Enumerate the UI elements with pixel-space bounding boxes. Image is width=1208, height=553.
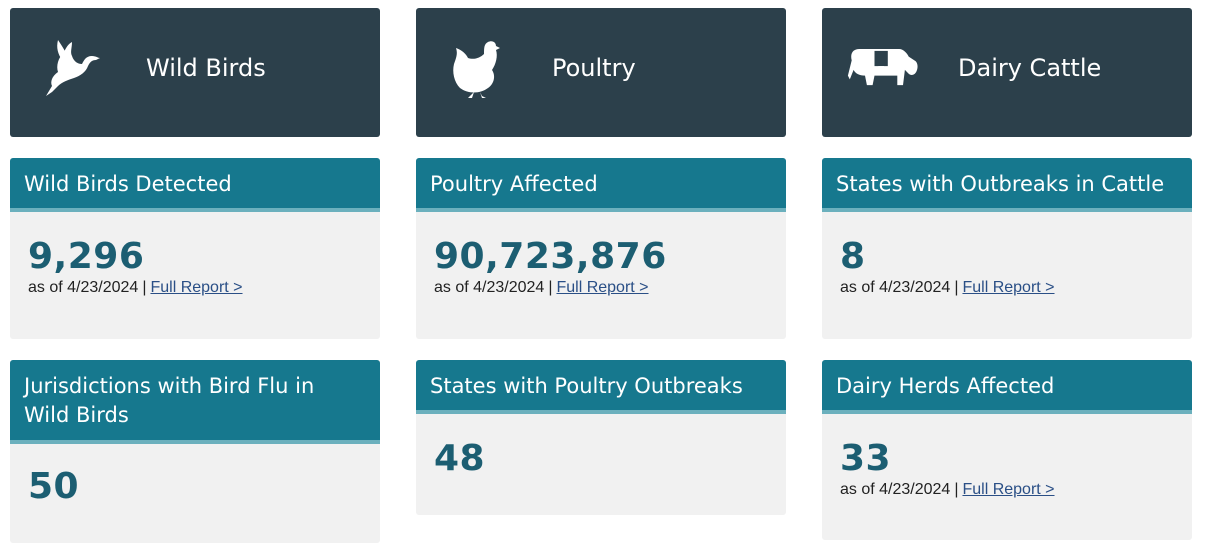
poultry-title: Poultry xyxy=(552,54,636,82)
as-of-date: as of 4/23/2024 xyxy=(840,279,951,296)
states-poultry-outbreaks-card: States with Poultry Outbreaks 48 xyxy=(416,360,786,515)
card-heading: Dairy Herds Affected xyxy=(822,360,1192,414)
jurisdictions-card: Jurisdictions with Bird Flu in Wild Bird… xyxy=(10,360,380,543)
stat-value: 8 xyxy=(840,236,866,277)
wild-birds-column: Wild Birds Wild Birds Detected 9,296 as … xyxy=(10,8,380,543)
as-of-date: as of 4/23/2024 xyxy=(840,481,951,498)
poultry-banner: Poultry xyxy=(416,8,786,137)
stat-value: 50 xyxy=(28,466,80,507)
separator: | xyxy=(548,279,553,296)
as-of-date: as of 4/23/2024 xyxy=(28,279,139,296)
poultry-column: Poultry Poultry Affected 90,723,876 as o… xyxy=(416,8,786,515)
dairy-herds-affected-card: Dairy Herds Affected 33 as of 4/23/2024 |… xyxy=(822,360,1192,540)
full-report-link[interactable]: Full Report > xyxy=(962,279,1055,296)
stat-value: 48 xyxy=(434,438,486,479)
chicken-icon xyxy=(453,41,500,98)
cow-icon xyxy=(847,49,918,86)
dairy-cattle-banner: Dairy Cattle xyxy=(822,8,1192,137)
as-of-line: as of 4/23/2024 | Full Report > xyxy=(840,279,1192,297)
full-report-link[interactable]: Full Report > xyxy=(150,279,243,296)
wild-birds-banner: Wild Birds xyxy=(10,8,380,137)
dairy-cattle-column: Dairy Cattle States with Outbreaks in Ca… xyxy=(822,8,1192,540)
poultry-affected-card: Poultry Affected 90,723,876 as of 4/23/2… xyxy=(416,158,786,339)
stat-value: 9,296 xyxy=(28,236,145,277)
wild-birds-title: Wild Birds xyxy=(146,54,266,82)
full-report-link[interactable]: Full Report > xyxy=(962,481,1055,498)
stat-value: 90,723,876 xyxy=(434,236,667,277)
as-of-line: as of 4/23/2024 | Full Report > xyxy=(434,279,786,297)
stat-value: 33 xyxy=(840,438,892,479)
separator: | xyxy=(954,481,959,498)
card-heading: Wild Birds Detected xyxy=(10,158,380,212)
card-heading: Jurisdictions with Bird Flu in Wild Bird… xyxy=(10,360,380,444)
separator: | xyxy=(954,279,959,296)
full-report-link[interactable]: Full Report > xyxy=(556,279,649,296)
card-heading: States with Poultry Outbreaks xyxy=(416,360,786,414)
card-heading: Poultry Affected xyxy=(416,158,786,212)
dairy-cattle-title: Dairy Cattle xyxy=(958,54,1102,82)
as-of-line: as of 4/23/2024 | Full Report > xyxy=(28,279,380,297)
as-of-date: as of 4/23/2024 xyxy=(434,279,545,296)
as-of-line: as of 4/23/2024 | Full Report > xyxy=(840,481,1192,499)
wild-birds-detected-card: Wild Birds Detected 9,296 as of 4/23/202… xyxy=(10,158,380,339)
separator: | xyxy=(142,279,147,296)
states-cattle-outbreaks-card: States with Outbreaks in Cattle 8 as of … xyxy=(822,158,1192,339)
heron-icon xyxy=(46,40,100,96)
card-heading: States with Outbreaks in Cattle xyxy=(822,158,1192,212)
